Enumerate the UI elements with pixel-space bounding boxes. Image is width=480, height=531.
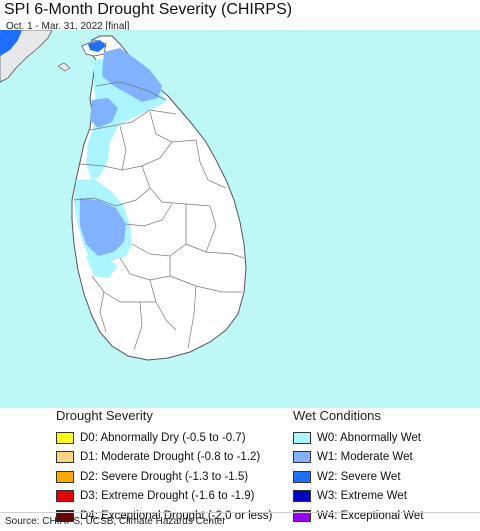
legend-item-d1: D1: Moderate Drought (-0.8 to -1.2) — [56, 448, 272, 468]
wet-legend: Wet Conditions W0: Abnormally Wet W1: Mo… — [293, 408, 424, 526]
wet-legend-title: Wet Conditions — [293, 408, 381, 423]
india-wet-region — [0, 30, 22, 56]
legend-label-d3: D3: Extreme Drought (-1.6 to -1.9) — [80, 490, 255, 503]
legend-item-d0: D0: Abnormally Dry (-0.5 to -0.7) — [56, 428, 272, 448]
legend-item-w3: W3: Extreme Wet — [293, 487, 424, 507]
legend-swatch-w3 — [293, 490, 311, 503]
drought-legend: Drought Severity D0: Abnormally Dry (-0.… — [56, 408, 272, 526]
legend-swatch-d1 — [56, 451, 74, 464]
legend-label-d0: D0: Abnormally Dry (-0.5 to -0.7) — [80, 431, 246, 444]
legend-item-d3: D3: Extreme Drought (-1.6 to -1.9) — [56, 487, 272, 507]
legend-swatch-d2 — [56, 470, 74, 483]
wet-w1-west — [80, 198, 126, 256]
legend-item-w1: W1: Moderate Wet — [293, 448, 424, 468]
legend-swatch-d3 — [56, 490, 74, 503]
legend-label-w3: W3: Extreme Wet — [317, 490, 407, 503]
adams-bridge — [57, 62, 71, 72]
wet-w2-jaffna — [88, 40, 106, 52]
wet-w0-southwest — [86, 256, 118, 278]
legend-item-d2: D2: Severe Drought (-1.3 to -1.5) — [56, 467, 272, 487]
legend-label-w0: W0: Abnormally Wet — [317, 431, 421, 444]
map-subtitle: Oct. 1 - Mar. 31, 2022 [final] — [6, 21, 130, 32]
legend-item-w2: W2: Severe Wet — [293, 467, 424, 487]
wet-w1-mannar — [90, 98, 118, 128]
legend-swatch-d0 — [56, 431, 74, 444]
legend-label-w2: W2: Severe Wet — [317, 470, 401, 483]
legend-swatch-w0 — [293, 431, 311, 444]
drought-map — [0, 30, 480, 408]
drought-legend-title: Drought Severity — [56, 408, 153, 423]
wet-w1-north — [102, 48, 162, 102]
legend-swatch-w1 — [293, 451, 311, 464]
source-credit: Source: CHIRPS, UCSB, Climate Hazards Ce… — [0, 512, 480, 530]
legend-label-d1: D1: Moderate Drought (-0.8 to -1.2) — [80, 451, 261, 464]
legend-swatch-w2 — [293, 470, 311, 483]
district-boundaries — [73, 81, 245, 351]
legend-label-w1: W1: Moderate Wet — [317, 451, 413, 464]
legend-label-d2: D2: Severe Drought (-1.3 to -1.5) — [80, 470, 249, 483]
legend-item-w0: W0: Abnormally Wet — [293, 428, 424, 448]
map-title: SPI 6-Month Drought Severity (CHIRPS) — [4, 1, 293, 18]
